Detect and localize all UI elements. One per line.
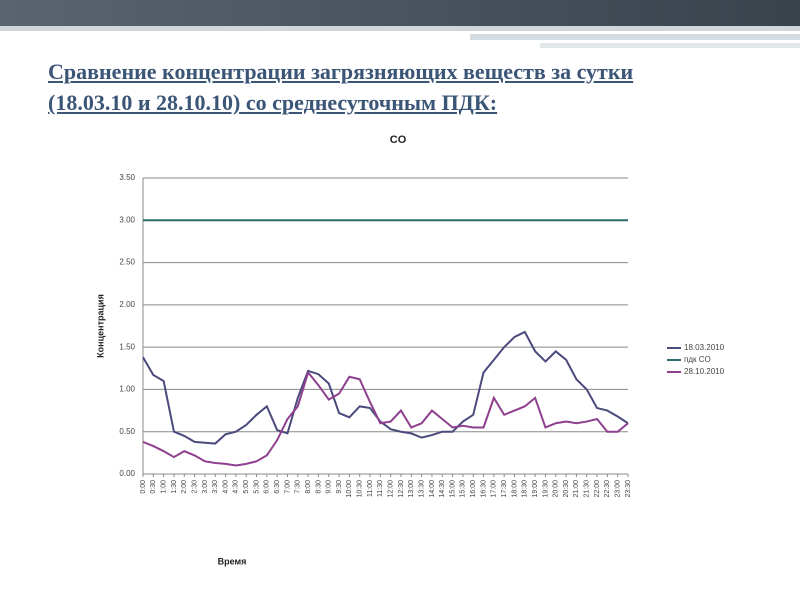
- legend-label: 18.03.2010: [684, 343, 725, 352]
- x-tick-label: 2:30: [191, 480, 198, 494]
- x-tick-label: 8:00: [305, 480, 312, 494]
- y-tick-label: 1.00: [119, 385, 135, 394]
- x-tick-label: 17:30: [501, 480, 508, 498]
- x-tick-label: 20:00: [553, 480, 560, 498]
- x-tick-label: 23:00: [615, 480, 622, 498]
- series-line: [142, 330, 629, 445]
- x-tick-label: 16:30: [480, 480, 487, 498]
- legend-label: 28.10.2010: [684, 367, 725, 376]
- x-tick-label: 0:30: [150, 480, 157, 494]
- top-stripe: [470, 34, 800, 40]
- slide-title: Сравнение концентрации загрязняющих веще…: [48, 59, 634, 115]
- x-tick-label: 11:30: [377, 480, 384, 497]
- x-tick-label: 4:00: [222, 480, 229, 494]
- x-tick-label: 9:30: [336, 480, 343, 494]
- x-tick-label: 20:30: [563, 480, 570, 498]
- top-bar: [0, 0, 800, 26]
- x-tick-label: 14:30: [439, 480, 446, 498]
- x-tick-label: 18:00: [511, 480, 518, 498]
- x-tick-label: 3:00: [202, 480, 209, 494]
- x-tick-label: 6:30: [274, 480, 281, 494]
- x-tick-label: 19:30: [542, 480, 549, 498]
- y-tick-label: 0.50: [119, 427, 135, 436]
- x-tick-label: 9:00: [326, 480, 333, 494]
- x-tick-label: 0:00: [140, 480, 147, 494]
- x-tick-label: 4:30: [233, 480, 240, 494]
- chart-title: CO: [390, 134, 407, 146]
- x-axis-label: Время: [218, 556, 247, 566]
- x-tick-label: 18:30: [522, 480, 529, 498]
- x-tick-label: 10:30: [357, 480, 364, 498]
- x-tick-label: 7:00: [284, 480, 291, 494]
- y-tick-label: 2.00: [119, 300, 135, 309]
- x-tick-label: 13:30: [418, 480, 425, 498]
- x-tick-label: 15:00: [449, 480, 456, 498]
- x-tick-label: 1:30: [171, 480, 178, 494]
- x-tick-label: 7:30: [295, 480, 302, 494]
- x-tick-label: 21:30: [584, 480, 591, 498]
- y-tick-label: 3.00: [119, 215, 135, 224]
- x-tick-label: 17:00: [491, 480, 498, 498]
- x-tick-label: 21:00: [573, 480, 580, 498]
- y-tick-label: 0.00: [119, 469, 135, 478]
- x-tick-label: 16:00: [470, 480, 477, 498]
- x-tick-label: 1:00: [160, 480, 167, 494]
- y-axis-label: Концентрация: [95, 294, 105, 358]
- x-tick-label: 19:00: [532, 480, 539, 498]
- x-tick-label: 10:00: [346, 480, 353, 498]
- x-tick-label: 12:00: [388, 480, 395, 498]
- x-tick-label: 12:30: [398, 480, 405, 498]
- y-tick-label: 3.50: [119, 173, 135, 182]
- x-tick-label: 23:30: [625, 480, 632, 498]
- y-tick-label: 2.50: [119, 258, 135, 267]
- x-tick-label: 15:30: [460, 480, 467, 498]
- x-tick-label: 6:00: [264, 480, 271, 494]
- x-tick-label: 22:00: [594, 480, 601, 498]
- series-line: [142, 370, 629, 467]
- top-stripe: [0, 26, 800, 31]
- x-tick-label: 14:00: [429, 480, 436, 498]
- legend-label: пдк CO: [684, 355, 711, 364]
- x-tick-label: 3:30: [212, 480, 219, 494]
- x-tick-label: 2:00: [181, 480, 188, 494]
- x-tick-label: 5:00: [243, 480, 250, 494]
- x-tick-label: 8:30: [315, 480, 322, 494]
- x-tick-label: 13:00: [408, 480, 415, 498]
- top-stripe: [540, 43, 800, 48]
- x-tick-label: 22:30: [604, 480, 611, 498]
- x-tick-label: 5:30: [253, 480, 260, 494]
- y-tick-label: 1.50: [119, 342, 135, 351]
- x-tick-label: 11:00: [367, 480, 374, 497]
